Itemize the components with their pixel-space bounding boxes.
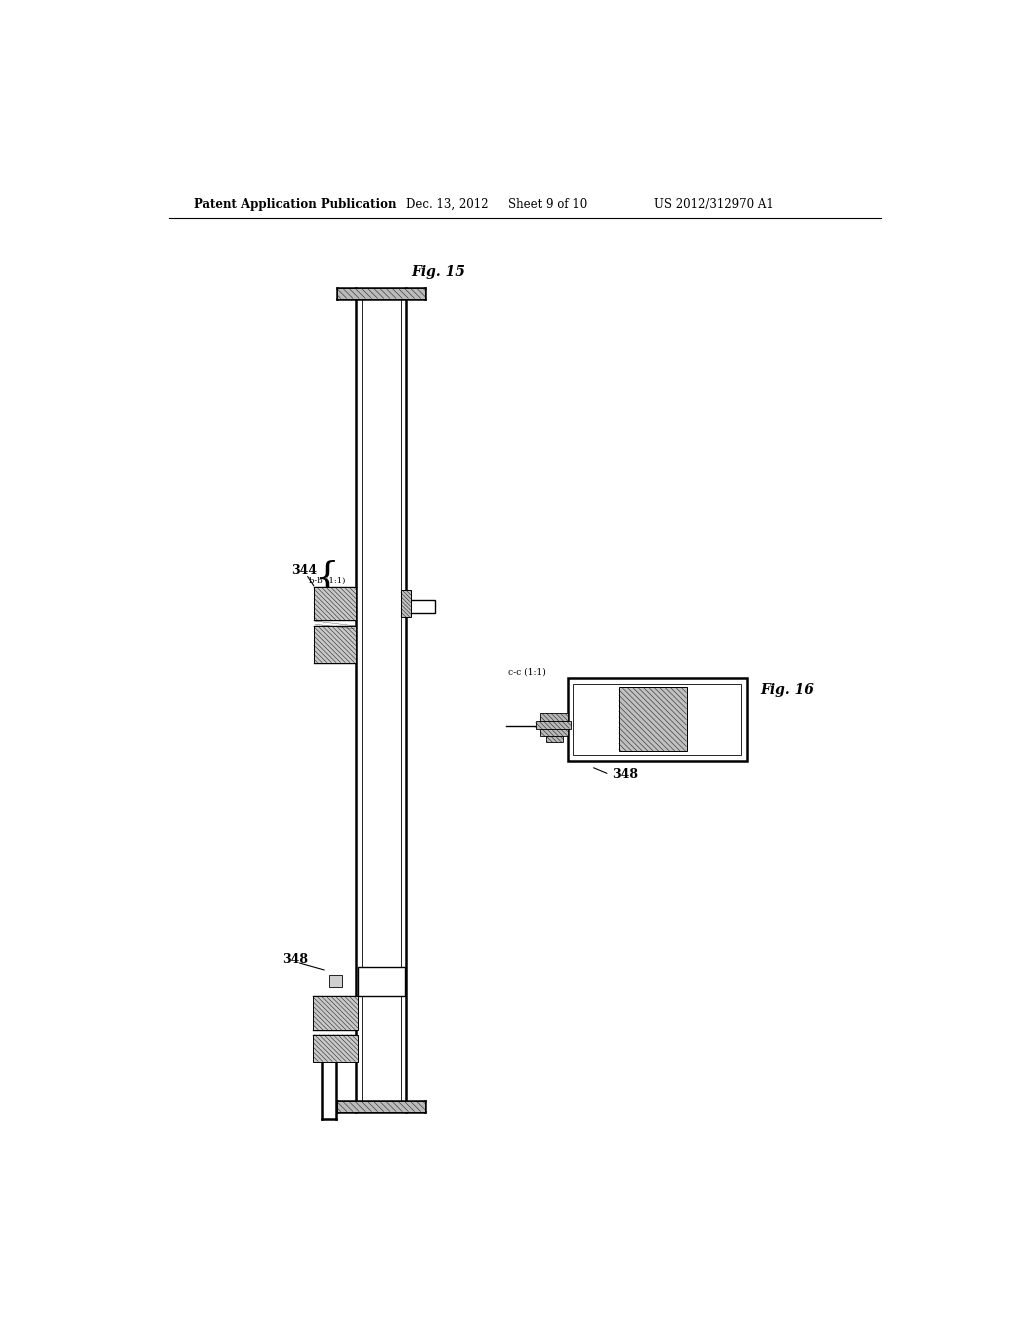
Bar [313, 997, 358, 1030]
Bar [547, 737, 563, 742]
Bar [337, 1101, 425, 1111]
Text: 344: 344 [291, 564, 316, 577]
Text: US 2012/312970 A1: US 2012/312970 A1 [654, 198, 774, 211]
Text: {: { [313, 560, 339, 597]
Text: Fig. 15: Fig. 15 [412, 265, 466, 280]
Bar [541, 729, 568, 737]
Bar [330, 974, 342, 987]
Text: Dec. 13, 2012: Dec. 13, 2012 [407, 198, 488, 211]
Text: c-c (1:1): c-c (1:1) [508, 668, 546, 676]
Bar [313, 626, 356, 663]
Bar [536, 721, 571, 729]
Bar [313, 1035, 358, 1061]
Text: Sheet 9 of 10: Sheet 9 of 10 [508, 198, 587, 211]
Bar [337, 288, 425, 298]
Bar [357, 966, 404, 997]
Bar [618, 688, 686, 751]
Bar [313, 587, 356, 620]
Text: Fig. 16: Fig. 16 [761, 682, 814, 697]
Bar [400, 590, 411, 618]
Text: 348: 348 [611, 768, 638, 781]
Text: 348: 348 [283, 953, 308, 966]
Bar [407, 599, 435, 614]
Text: Patent Application Publication: Patent Application Publication [194, 198, 396, 211]
Text: b-b (1:1): b-b (1:1) [309, 577, 345, 585]
Bar [568, 678, 746, 760]
Bar [541, 713, 568, 721]
Bar [573, 684, 741, 755]
